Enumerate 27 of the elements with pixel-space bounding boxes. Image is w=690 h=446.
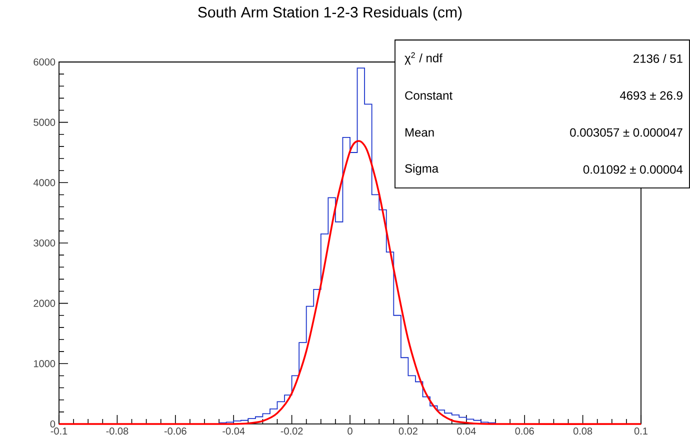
x-tick-label: 0.02 xyxy=(398,428,418,435)
y-tick-label: 4000 xyxy=(33,179,56,186)
x-tick-label: 0.1 xyxy=(634,428,648,435)
x-tick-label: 0.08 xyxy=(573,428,592,435)
y-tick-label: 0 xyxy=(50,420,56,428)
chart-title: South Arm Station 1-2-3 Residuals (cm) xyxy=(198,6,462,20)
annotation: Mean xyxy=(406,128,434,137)
x-tick-label: 0.06 xyxy=(515,428,534,435)
x-tick-label: -0.02 xyxy=(280,428,303,435)
y-tick-label: 6000 xyxy=(34,58,56,66)
x-tick-label: -0.08 xyxy=(106,428,128,435)
y-tick-label: 1000 xyxy=(34,360,56,368)
annotation: 4693 ± 26.9 xyxy=(620,91,682,100)
annotation: 0.01092 ± 0.00004 xyxy=(583,165,683,174)
y-tick-label: 3000 xyxy=(34,239,56,247)
y-tick-label: 5000 xyxy=(34,118,56,126)
x-tick-label: -0.1 xyxy=(50,428,68,435)
x-tick-label: -0.06 xyxy=(164,428,186,435)
x-tick-label: 0 xyxy=(348,428,352,435)
annotation: 0.003057 ± 0.000047 xyxy=(570,128,682,137)
y-tick-label: 2000 xyxy=(34,300,56,307)
annotation: 2136 / 51 xyxy=(634,54,682,63)
annotation: χ$^{2}$ / ndf xyxy=(404,52,442,65)
x-tick-label: -0.04 xyxy=(222,428,245,435)
x-tick-label: 0.04 xyxy=(457,428,476,435)
annotation: Constant xyxy=(405,91,452,100)
annotation: Sigma xyxy=(405,164,439,176)
